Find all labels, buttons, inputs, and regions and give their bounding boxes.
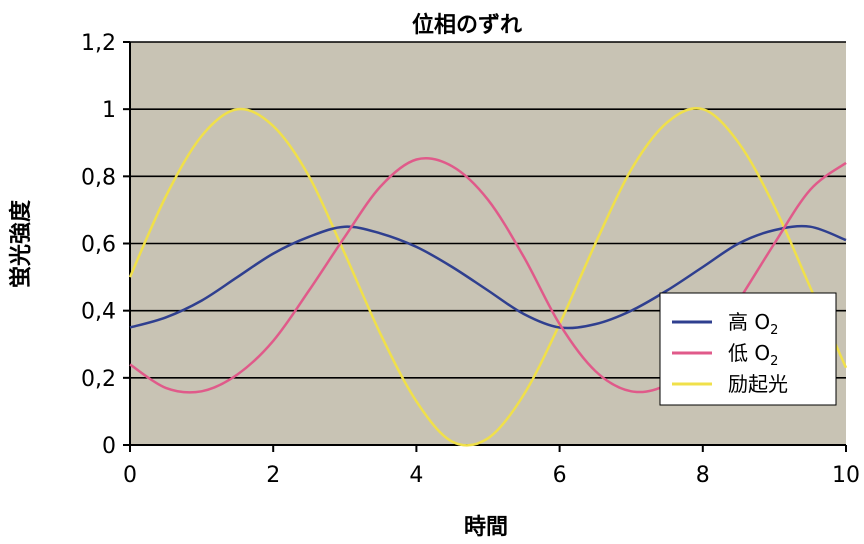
x-ticks: 0 2 4 6 8 10 bbox=[123, 445, 860, 488]
y-ticks: 0 0,2 0,4 0,6 0,8 1 1,2 bbox=[81, 31, 130, 459]
x-tick-label: 0 bbox=[123, 463, 137, 488]
y-tick-label: 0,8 bbox=[81, 165, 116, 190]
chart-title: 位相のずれ bbox=[412, 12, 522, 38]
x-tick-label: 10 bbox=[832, 463, 860, 488]
legend-label: 高 O2 bbox=[728, 310, 778, 338]
y-tick-label: 1 bbox=[102, 98, 116, 123]
legend-label: 低 O2 bbox=[728, 341, 778, 369]
series-line-2 bbox=[128, 107, 848, 447]
x-tick-label: 4 bbox=[409, 463, 423, 488]
series-line-0 bbox=[129, 224, 847, 330]
x-axis-label: 時間 bbox=[464, 515, 508, 540]
legend-label: 励起光 bbox=[728, 372, 788, 396]
x-tick-label: 2 bbox=[266, 463, 280, 488]
y-tick-label: 0 bbox=[102, 434, 116, 459]
legend-box bbox=[659, 292, 837, 406]
y-tick-label: 1,2 bbox=[81, 31, 116, 56]
legend: 高 O2 低 O2 励起光 bbox=[659, 292, 837, 406]
x-tick-label: 6 bbox=[553, 463, 567, 488]
x-tick-label: 8 bbox=[696, 463, 710, 488]
y-tick-label: 0,4 bbox=[81, 300, 116, 325]
y-tick-label: 0,6 bbox=[81, 233, 116, 258]
gridlines bbox=[130, 41, 846, 379]
y-axis-label: 蛍光強度 bbox=[8, 199, 34, 288]
y-tick-label: 0,2 bbox=[81, 367, 116, 392]
